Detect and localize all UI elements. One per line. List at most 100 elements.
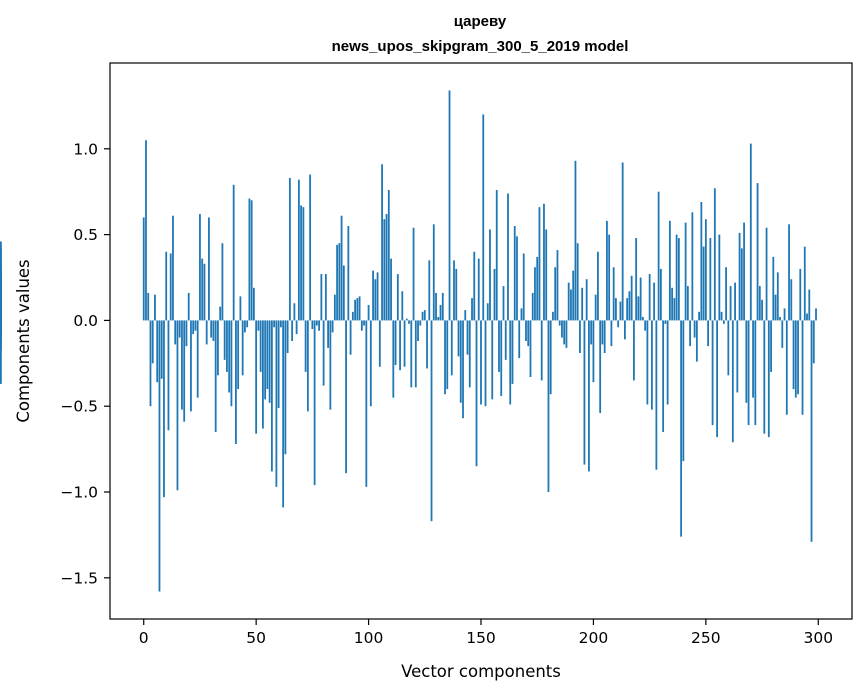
bar-279 (770, 320, 772, 372)
bar-196 (583, 320, 586, 465)
bar-283 (779, 316, 781, 321)
bar-181 (549, 320, 552, 395)
x-axis-label: Vector components (401, 662, 561, 681)
bar-198 (588, 320, 590, 472)
bar-251 (707, 320, 709, 347)
bar-106 (381, 164, 383, 321)
bar-10 (165, 251, 168, 321)
bar-138 (453, 260, 455, 321)
bar-128 (430, 320, 433, 522)
bar-61 (279, 320, 282, 328)
bar-213 (621, 162, 624, 321)
x-tick-label: 150 (466, 629, 496, 647)
bar-15 (176, 320, 179, 491)
bar-140 (457, 320, 460, 357)
x-tick-label: 250 (691, 629, 721, 647)
bar-65 (288, 177, 291, 321)
bar-90 (345, 320, 347, 474)
bar-179 (545, 229, 548, 321)
bar-250 (704, 219, 707, 321)
bar-28 (205, 320, 208, 345)
bar-227 (653, 282, 656, 321)
bar-136 (448, 90, 451, 321)
bar-253 (711, 320, 714, 426)
bar-165 (513, 226, 516, 321)
bar-109 (387, 189, 390, 321)
bar-42 (237, 320, 240, 390)
x-axis-ticks: 0 50 100 150 200 250 300 (139, 619, 833, 647)
bar-189 (567, 282, 570, 321)
bar-173 (531, 292, 534, 321)
bar-243 (689, 320, 692, 347)
bar-99 (365, 320, 368, 487)
bar-172 (529, 320, 532, 378)
y-tick-label: 1.0 (73, 140, 98, 158)
bar-66 (291, 320, 294, 341)
bar-118 (408, 320, 410, 324)
bar-249 (702, 246, 705, 321)
bar-104 (376, 272, 379, 321)
bar-272 (754, 320, 757, 426)
bar-24 (196, 320, 199, 398)
bar-297 (810, 320, 813, 542)
bar-248 (700, 202, 703, 321)
bar-164 (511, 320, 514, 384)
bar-73 (306, 320, 309, 412)
bar-112 (394, 320, 397, 366)
bar-97 (360, 320, 363, 331)
bar-100 (367, 304, 370, 321)
bar-298 (812, 320, 815, 364)
bar-50 (255, 320, 258, 434)
bar-192 (574, 160, 577, 321)
bar-203 (599, 320, 602, 414)
bar-175 (536, 256, 539, 321)
bar-161 (504, 320, 507, 360)
plot-frame (109, 62, 853, 620)
bar-13 (172, 215, 174, 321)
bar-37 (226, 320, 228, 372)
bar-116 (403, 320, 406, 367)
bar-285 (783, 308, 786, 321)
bar-187 (563, 320, 566, 345)
bar-274 (758, 286, 761, 321)
bar-182 (552, 311, 554, 321)
bar-204 (601, 320, 604, 345)
bar-233 (666, 320, 669, 405)
bar-262 (731, 320, 734, 443)
bar-256 (718, 234, 721, 321)
x-tick-label: 300 (803, 629, 833, 647)
bar-240 (682, 320, 685, 462)
chart-subtitle: news_upos_skipgram_300_5_2019 model (332, 38, 629, 55)
bar-26 (201, 258, 204, 321)
bar-19 (185, 320, 188, 347)
y-tick-label: −1.0 (60, 484, 98, 502)
bar-207 (608, 234, 611, 321)
bar-17 (181, 320, 183, 410)
bar-194 (579, 320, 581, 354)
bar-158 (498, 320, 500, 372)
bar-202 (597, 251, 599, 321)
bar-16 (178, 320, 181, 338)
x-tick-label: 50 (246, 629, 266, 647)
bar-239 (680, 320, 683, 537)
bar-33 (217, 320, 219, 376)
bar-55 (266, 320, 269, 390)
bar-124 (421, 311, 424, 321)
bar-150 (480, 320, 482, 405)
bar-177 (540, 320, 543, 381)
bar-1 (145, 140, 147, 321)
bar-156 (493, 268, 496, 321)
bar-217 (630, 275, 633, 321)
bar-126 (426, 320, 428, 369)
bar-226 (650, 320, 653, 410)
bar-276 (763, 320, 766, 434)
bar-257 (720, 311, 723, 321)
bar-59 (275, 320, 278, 487)
bar-40 (232, 184, 235, 321)
bar-241 (684, 222, 687, 321)
bar-221 (639, 277, 642, 321)
bar-82 (327, 320, 329, 348)
bar-85 (333, 294, 336, 321)
bar-149 (477, 258, 480, 321)
bar-2 (147, 292, 150, 321)
